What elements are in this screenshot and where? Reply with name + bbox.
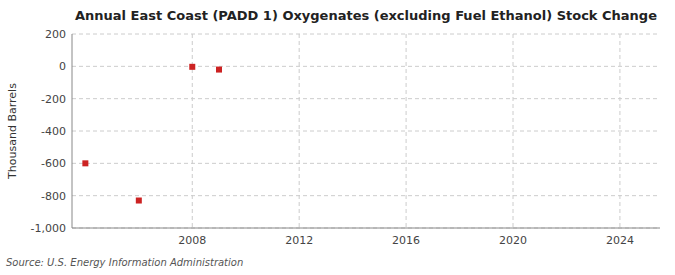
y-grid-line bbox=[72, 163, 660, 164]
y-tick-label: -600 bbox=[41, 157, 66, 170]
points bbox=[82, 64, 222, 204]
y-grid-line bbox=[72, 98, 660, 99]
y-axis-label: Thousand Barrels bbox=[6, 83, 19, 180]
y-tick-label: -800 bbox=[41, 190, 66, 203]
x-axis-line bbox=[72, 228, 660, 229]
title: Annual East Coast (PADD 1) Oxygenates (e… bbox=[75, 8, 657, 23]
x-tick-label: 2008 bbox=[178, 234, 206, 247]
x-tick-label: 2024 bbox=[606, 234, 634, 247]
y-tick-label: 0 bbox=[59, 60, 66, 73]
x-tick-label: 2020 bbox=[499, 234, 527, 247]
x-grid-line bbox=[513, 34, 514, 228]
point bbox=[82, 160, 88, 166]
y-tick-label: -1,000 bbox=[31, 222, 66, 235]
y-tick-label: -200 bbox=[41, 93, 66, 106]
y-grid-line bbox=[72, 195, 660, 196]
source: Source: U.S. Energy Information Administ… bbox=[6, 257, 243, 268]
point bbox=[216, 67, 222, 73]
y-axis-line bbox=[72, 34, 73, 228]
y-grid-line bbox=[72, 66, 660, 67]
x-grid-line bbox=[192, 34, 193, 228]
x-tick-label: 2012 bbox=[285, 234, 313, 247]
point bbox=[189, 64, 195, 70]
y-grid-line bbox=[72, 34, 660, 35]
point bbox=[136, 198, 142, 204]
x-grid-line bbox=[406, 34, 407, 228]
x-grid-line bbox=[299, 34, 300, 228]
chart: Annual East Coast (PADD 1) Oxygenates (e… bbox=[0, 0, 675, 275]
y-tick-label: -400 bbox=[41, 125, 66, 138]
y-grid-line bbox=[72, 131, 660, 132]
x-grid-line bbox=[619, 34, 620, 228]
y-tick-label: 200 bbox=[45, 28, 66, 41]
x-tick-label: 2016 bbox=[392, 234, 420, 247]
chart-container: Annual East Coast (PADD 1) Oxygenates (e… bbox=[0, 0, 675, 275]
y-grid-line bbox=[72, 228, 660, 229]
